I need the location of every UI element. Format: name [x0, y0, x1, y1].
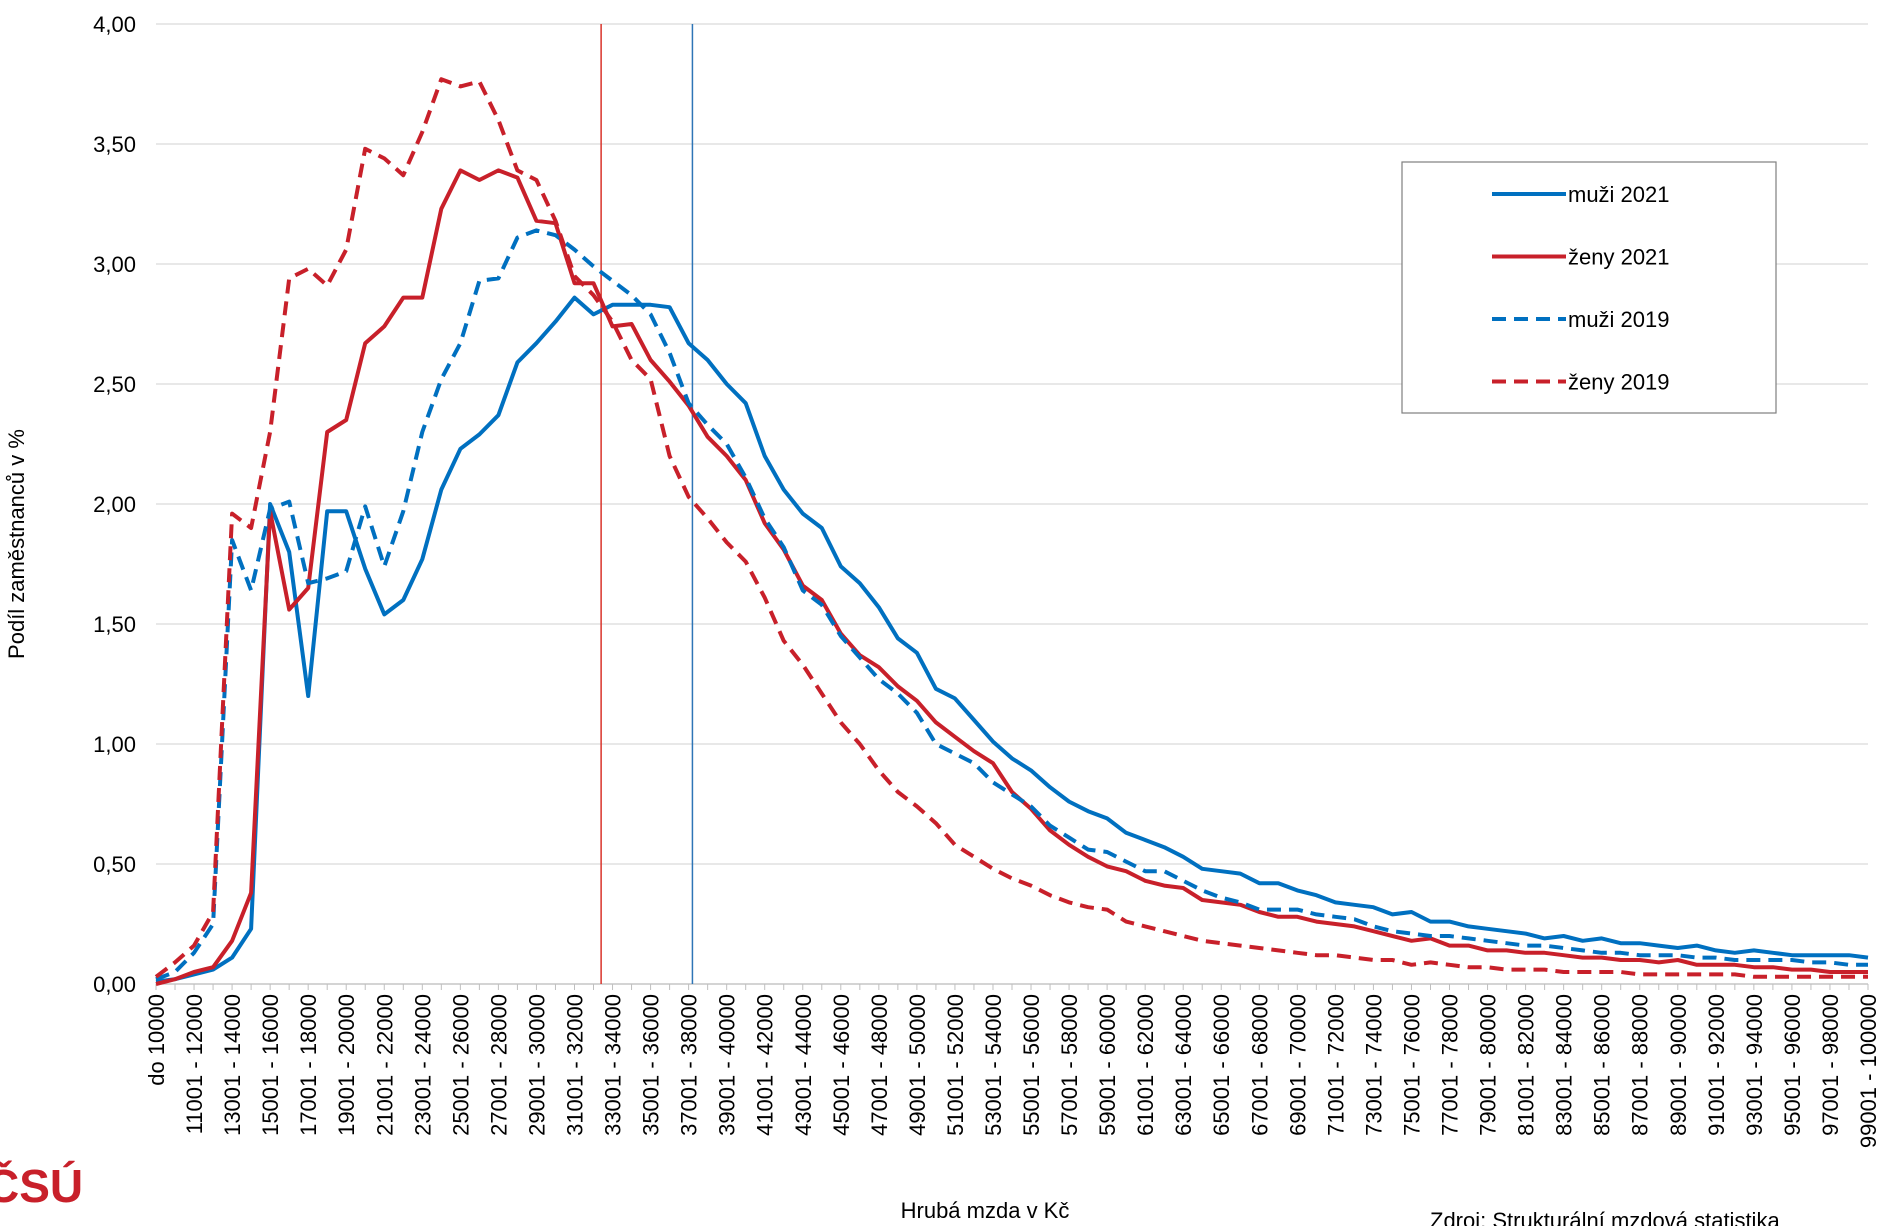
- x-tick-label: 79001 - 80000: [1476, 994, 1501, 1136]
- legend-label: muži 2021: [1568, 182, 1670, 207]
- x-tick-label: do 10000: [144, 994, 169, 1086]
- x-tick-label: 85001 - 86000: [1590, 994, 1615, 1136]
- y-tick-label: 3,50: [93, 132, 136, 157]
- x-tick-label: 77001 - 78000: [1438, 994, 1463, 1136]
- x-tick-label: 39001 - 40000: [715, 994, 740, 1136]
- x-tick-label: 69001 - 70000: [1285, 994, 1310, 1136]
- x-tick-label: 15001 - 16000: [258, 994, 283, 1136]
- x-tick-label: 59001 - 60000: [1095, 994, 1120, 1136]
- x-tick-label: 19001 - 20000: [334, 994, 359, 1136]
- x-tick-label: 61001 - 62000: [1133, 994, 1158, 1136]
- y-tick-label: 3,00: [93, 252, 136, 277]
- x-tick-label: 55001 - 56000: [1019, 994, 1044, 1136]
- x-tick-label: 37001 - 38000: [677, 994, 702, 1136]
- y-tick-label: 2,50: [93, 372, 136, 397]
- series-line: [154, 77, 1868, 979]
- logo: ČSÚ: [0, 1160, 83, 1212]
- series-line: [155, 228, 1868, 982]
- series-line: [155, 168, 1868, 986]
- x-tick-label: 13001 - 14000: [220, 994, 245, 1136]
- x-tick-label: 33001 - 34000: [601, 994, 626, 1136]
- x-tick-label: 81001 - 82000: [1514, 994, 1539, 1136]
- x-tick-label: 51001 - 52000: [943, 994, 968, 1136]
- x-tick-label: 29001 - 30000: [524, 994, 549, 1136]
- legend-label: muži 2019: [1568, 307, 1670, 332]
- y-tick-label: 1,50: [93, 612, 136, 637]
- x-tick-label: 97001 - 98000: [1818, 994, 1843, 1136]
- x-tick-label: 53001 - 54000: [981, 994, 1006, 1136]
- x-tick-label: 11001 - 12000: [182, 994, 207, 1134]
- y-tick-label: 0,00: [93, 972, 136, 997]
- legend-box: [1401, 161, 1777, 414]
- x-tick-label: 99001 - 100000: [1856, 994, 1881, 1148]
- x-tick-label: 31001 - 32000: [562, 994, 587, 1136]
- x-tick-label: 25001 - 26000: [448, 994, 473, 1136]
- x-tick-label: 23001 - 24000: [410, 994, 435, 1136]
- x-tick-label: 93001 - 94000: [1742, 994, 1767, 1136]
- x-tick-label: 43001 - 44000: [791, 994, 816, 1136]
- x-tick-label: 75001 - 76000: [1399, 994, 1424, 1136]
- x-tick-label: 67001 - 68000: [1247, 994, 1272, 1136]
- x-tick-label: 73001 - 74000: [1361, 994, 1386, 1136]
- y-axis-label: Podíl zaměstnanců v %: [4, 429, 29, 659]
- x-tick-label: 87001 - 88000: [1628, 994, 1653, 1136]
- x-tick-label: 71001 - 72000: [1323, 994, 1348, 1136]
- x-tick-label: 41001 - 42000: [753, 994, 778, 1136]
- x-axis-label: Hrubá mzda v Kč: [901, 1198, 1070, 1223]
- source: Zdroj: Strukturální mzdová statistika: [1430, 1208, 1780, 1226]
- x-tick-label: 21001 - 22000: [372, 994, 397, 1136]
- x-tick-label: 35001 - 36000: [639, 994, 664, 1136]
- y-tick-label: 1,00: [93, 732, 136, 757]
- y-tick-label: 4,00: [93, 12, 136, 37]
- legend-label: ženy 2019: [1568, 370, 1670, 395]
- x-tick-label: 95001 - 96000: [1780, 994, 1805, 1136]
- x-tick-label: 89001 - 90000: [1666, 994, 1691, 1136]
- x-tick-label: 83001 - 84000: [1552, 994, 1577, 1136]
- y-tick-label: 0,50: [93, 852, 136, 877]
- series-line: [155, 295, 1869, 984]
- x-tick-label: 27001 - 28000: [486, 994, 511, 1136]
- x-tick-label: 47001 - 48000: [867, 994, 892, 1136]
- x-tick-label: 49001 - 50000: [905, 994, 930, 1136]
- x-tick-label: 57001 - 58000: [1057, 994, 1082, 1136]
- x-tick-label: 17001 - 18000: [296, 994, 321, 1136]
- x-tick-label: 63001 - 64000: [1171, 994, 1196, 1136]
- x-tick-label: 91001 - 92000: [1704, 994, 1729, 1136]
- y-tick-label: 2,00: [93, 492, 136, 517]
- legend-label: ženy 2021: [1568, 245, 1670, 270]
- x-tick-label: 65001 - 66000: [1209, 994, 1234, 1136]
- x-tick-label: 45001 - 46000: [829, 994, 854, 1136]
